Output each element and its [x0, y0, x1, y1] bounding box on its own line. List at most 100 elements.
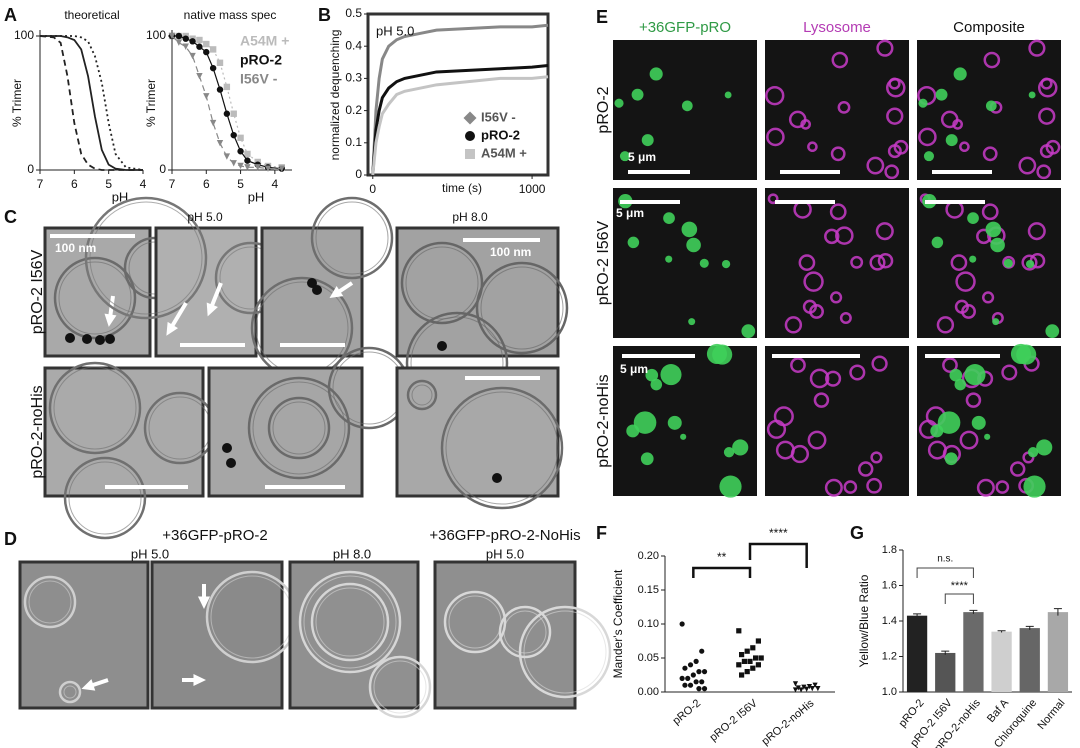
gfp-signal — [619, 151, 631, 162]
point — [699, 648, 705, 654]
plot-frame — [366, 12, 550, 177]
lysosome-signal — [959, 430, 979, 450]
gfp-signal — [741, 324, 756, 339]
point — [696, 686, 702, 692]
point — [687, 662, 694, 668]
micrograph — [288, 560, 420, 710]
lysosome-signal — [875, 222, 894, 241]
y-tick-label: 0.4 — [345, 38, 362, 52]
point — [744, 669, 750, 675]
significance: **** — [951, 580, 969, 592]
lysosome-signal — [809, 304, 824, 319]
point — [744, 648, 750, 654]
bar — [906, 615, 928, 692]
lysosome-signal — [830, 146, 846, 162]
construct-label: +36GFP-pRO-2-NoHis — [429, 527, 580, 544]
panel-letter: B — [318, 5, 331, 25]
gfp-signal — [931, 236, 944, 249]
lysosome-signal — [766, 127, 785, 147]
lysosome-signal — [1001, 364, 1018, 381]
gfp-signal — [964, 364, 986, 386]
lysosome-signal — [1009, 461, 1026, 477]
legend-label: A54M + — [240, 33, 289, 49]
arrow — [209, 282, 223, 309]
column-label: pH 5.0 — [187, 210, 223, 224]
x-tick-label: pRO-2 — [671, 697, 704, 727]
panel-letter: G — [850, 523, 864, 543]
vesicle — [368, 655, 432, 719]
gfp-signal — [969, 255, 977, 263]
sig-bracket — [748, 542, 808, 568]
vesicle-inner — [523, 610, 607, 694]
point — [679, 675, 685, 682]
lysosome-signal — [765, 85, 785, 106]
gfp-signal — [1023, 475, 1046, 498]
point — [815, 686, 821, 692]
gfp-signal — [660, 364, 682, 386]
lysosome-signal — [918, 127, 937, 147]
ph-label: pH 8.0 — [333, 546, 371, 561]
vesicle — [443, 590, 507, 654]
gfp-signal — [641, 134, 654, 147]
significance: ** — [717, 550, 727, 564]
fluorescence-image — [765, 346, 909, 496]
gold-particle — [105, 334, 115, 344]
point — [196, 73, 203, 80]
arrow-head — [197, 596, 211, 609]
point — [812, 682, 818, 688]
row-label: pRO-2-noHis — [595, 374, 612, 467]
micrograph — [260, 226, 364, 358]
x-tick-label: 0 — [369, 182, 376, 196]
lysosome-signal — [1039, 144, 1054, 159]
lysosome-signal — [807, 430, 827, 450]
legend-label: I56V - — [481, 109, 516, 124]
gfp-signal — [627, 236, 640, 249]
gfp-signal — [719, 475, 742, 498]
ph-label: pH 5.0 — [486, 546, 524, 561]
gfp-signal — [631, 88, 644, 101]
gfp-signal — [667, 415, 682, 430]
gfp-signal — [985, 100, 997, 112]
point — [182, 43, 189, 50]
point — [216, 86, 224, 93]
lysosome-signal — [829, 203, 847, 221]
scale-label: 100 nm — [55, 241, 96, 255]
x-tick-label: pRO-2-noHis — [760, 697, 817, 748]
gfp-signal — [1003, 258, 1013, 268]
chart-title: theoretical — [64, 8, 119, 22]
vesicle-inner — [373, 660, 427, 714]
lysosome-signal — [839, 312, 852, 324]
y-tick-label: 100 — [146, 28, 166, 42]
micrograph — [150, 560, 284, 710]
line — [371, 64, 549, 176]
point — [693, 658, 699, 665]
x-tick-label: 4 — [272, 177, 279, 191]
column-label: +36GFP-pRO — [639, 19, 731, 36]
fluorescence-image — [765, 40, 909, 180]
lysosome-signal — [790, 357, 806, 373]
point — [223, 110, 231, 117]
lysosome-signal — [983, 51, 1001, 69]
line — [39, 35, 143, 171]
gfp-signal — [1036, 439, 1053, 456]
gfp-signal — [712, 344, 733, 365]
lysosome-signal — [1021, 254, 1038, 271]
vesicle-inner — [68, 461, 142, 535]
lysosome-signal — [1028, 39, 1046, 57]
lysosome-signal — [866, 156, 885, 175]
line — [40, 35, 144, 171]
legend-label: A54M + — [481, 145, 527, 160]
error-bar — [997, 630, 1006, 633]
x-axis-label: pH — [112, 189, 129, 204]
point — [230, 110, 237, 117]
x-tick-label: 6 — [203, 177, 210, 191]
gfp-signal — [1016, 344, 1037, 365]
point — [230, 131, 237, 139]
lysosome-signal — [849, 364, 866, 381]
vesicle-inner — [89, 201, 203, 315]
vesicle — [310, 582, 390, 662]
point — [679, 621, 685, 627]
vesicle-inner — [445, 391, 559, 505]
